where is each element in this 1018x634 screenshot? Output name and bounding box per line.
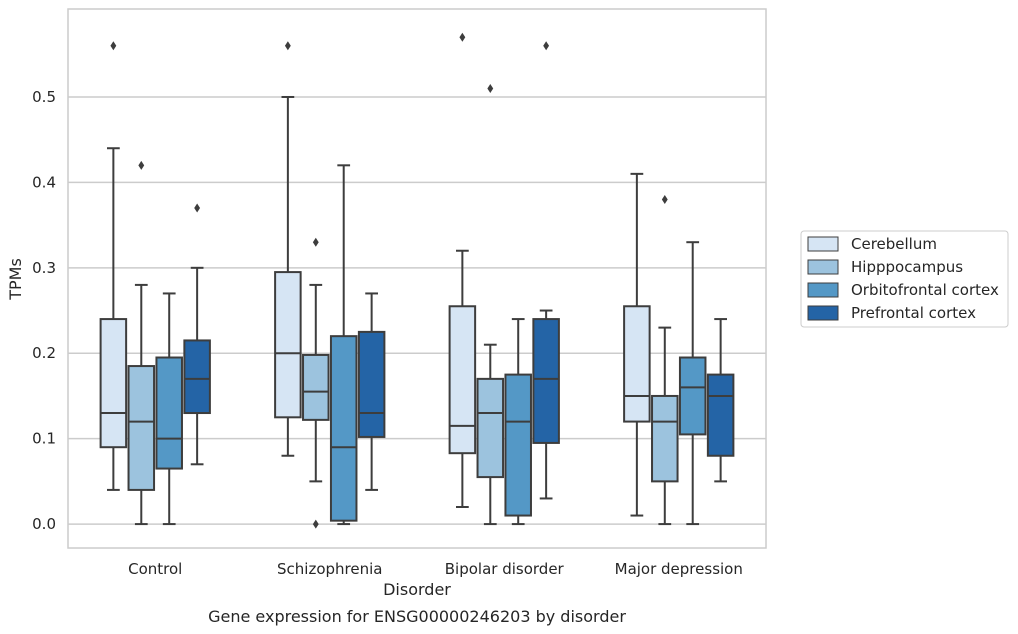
x-axis-title: Disorder [383, 580, 451, 599]
box [99, 41, 128, 491]
box [302, 237, 330, 529]
box-body [183, 339, 211, 415]
box-body [329, 335, 358, 522]
chart-caption: Gene expression for ENSG00000246203 by d… [208, 607, 626, 626]
box [329, 164, 358, 526]
legend-swatch [807, 282, 839, 298]
outlier-point [487, 83, 494, 93]
x-tick-label: Schizophrenia [277, 560, 382, 578]
box-body [448, 305, 477, 455]
box [504, 318, 532, 526]
outlier-point [312, 519, 319, 529]
box-body [651, 394, 679, 483]
legend-item: Hipppocampus [807, 258, 963, 276]
outlier-point [543, 41, 550, 51]
box [155, 292, 183, 526]
outlier-point [138, 160, 145, 170]
box-body [706, 373, 735, 457]
outlier-point [194, 203, 201, 213]
box [476, 83, 505, 526]
box-body [99, 318, 128, 449]
plot-frame [67, 8, 767, 549]
box [651, 194, 679, 526]
legend-frame [800, 230, 1009, 328]
legend-swatch [807, 236, 839, 252]
box [706, 318, 735, 483]
x-tick-label: Bipolar disorder [445, 560, 565, 578]
legend-swatch [807, 259, 839, 275]
outlier-point [110, 41, 117, 51]
y-tick-label: 0.1 [32, 430, 56, 448]
legend-label: Orbitofrontal cortex [851, 281, 999, 299]
box-body [302, 353, 330, 421]
y-tick-label: 0.4 [32, 173, 56, 191]
boxes [99, 32, 735, 529]
y-tick-label: 0.3 [32, 259, 56, 277]
x-tick-label: Major depression [615, 560, 743, 578]
box [623, 172, 651, 517]
y-tick-label: 0.0 [32, 515, 56, 533]
box-body [155, 356, 183, 470]
y-axis-title: TPMs [6, 258, 25, 301]
box-body [678, 356, 707, 436]
outlier-point [459, 32, 466, 42]
x-tick-label: Control [128, 560, 182, 578]
box-body [623, 305, 651, 423]
y-tick-label: 0.5 [32, 88, 56, 106]
outlier-point [312, 237, 319, 247]
legend-item: Cerebellum [807, 235, 937, 253]
legend-label: Hipppocampus [851, 258, 963, 276]
box [127, 160, 156, 526]
legend-item: Prefrontal cortex [807, 304, 976, 322]
box [357, 292, 386, 491]
box-body [532, 318, 560, 444]
box-body [504, 373, 532, 517]
x-tick-labels: Control Schizophrenia Bipolar disorder Majo… [128, 560, 743, 578]
box-body [357, 330, 386, 438]
box [532, 41, 560, 500]
legend-label: Cerebellum [851, 235, 937, 253]
box-body [476, 377, 505, 479]
box [448, 32, 477, 508]
legend: Cerebellum Hipppocampus Orbitofrontal cort… [800, 230, 1009, 328]
legend-swatch [807, 305, 839, 321]
box [678, 241, 707, 526]
y-tick-label: 0.2 [32, 344, 56, 362]
box-body [127, 365, 156, 491]
outlier-point [284, 41, 291, 51]
box-body [274, 271, 302, 419]
legend-item: Orbitofrontal cortex [807, 281, 999, 299]
outlier-point [661, 194, 668, 204]
y-tick-labels: 0.0 0.1 0.2 0.3 0.4 0.5 [32, 88, 56, 533]
box [183, 203, 211, 466]
legend-label: Prefrontal cortex [851, 304, 976, 322]
box [274, 41, 302, 457]
